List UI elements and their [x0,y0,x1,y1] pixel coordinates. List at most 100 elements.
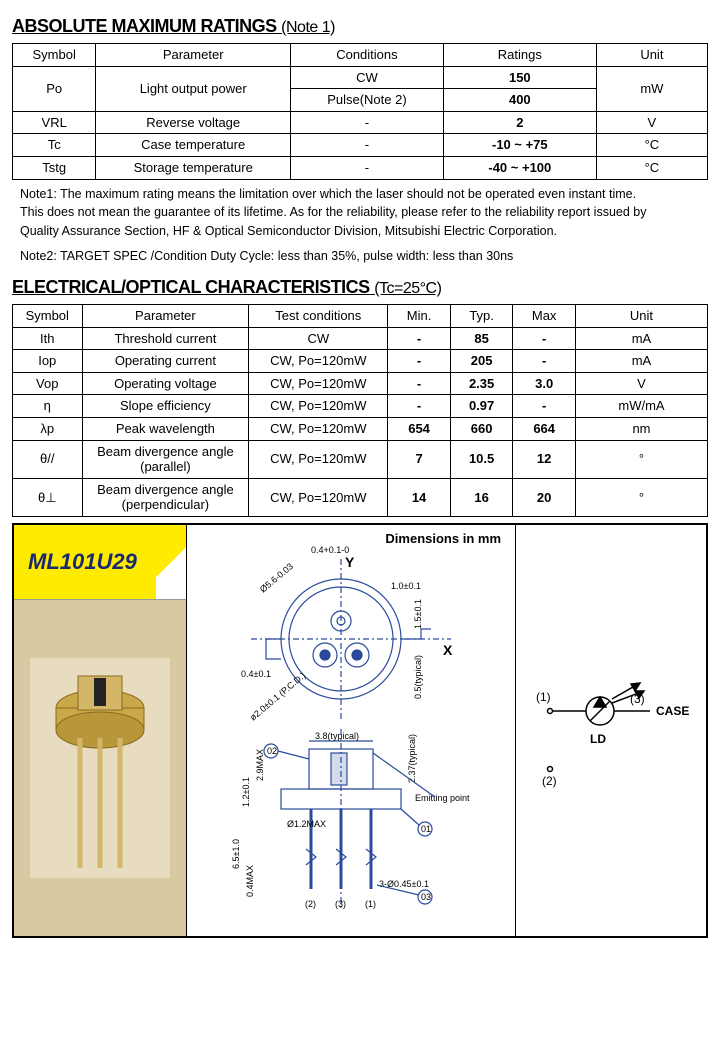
cell-unit: ° [575,478,707,516]
cell-unit: nm [575,418,707,441]
cell-cond: CW, Po=120mW [249,350,388,373]
table-row: IthThreshold currentCW-85-mA [13,327,708,350]
table-row: VRL Reverse voltage - 2 V [13,111,708,134]
col-min: Min. [388,305,451,328]
svg-text:(3): (3) [335,899,346,909]
cell-rating: -40 ~ +100 [443,156,596,179]
col-conditions: Conditions [290,44,443,67]
col-max: Max [513,305,576,328]
svg-text:2.37(typical): 2.37(typical) [407,734,417,783]
cell-unit: mA [575,350,707,373]
col-typ: Typ. [450,305,513,328]
elec-opt-title-text: ELECTRICAL/OPTICAL CHARACTERISTICS [12,277,370,297]
dimensions-title: Dimensions in mm [385,531,501,546]
svg-text:(3): (3) [630,692,645,706]
svg-text:0.4MAX: 0.4MAX [245,865,255,897]
cell-param: Peak wavelength [82,418,249,441]
elec-opt-title: ELECTRICAL/OPTICAL CHARACTERISTICS (Tc=2… [12,277,708,298]
svg-text:03: 03 [421,892,431,902]
cell-max: 3.0 [513,372,576,395]
cell-param: Beam divergence angle (perpendicular) [82,478,249,516]
cell-sym: λp [13,418,83,441]
figure-left-col: ML101U29 [14,525,187,936]
svg-text:02: 02 [267,746,277,756]
table-row: θ//Beam divergence angle (parallel)CW, P… [13,440,708,478]
cell-cond: - [290,134,443,157]
col-parameter: Parameter [96,44,291,67]
cell-cond: - [290,156,443,179]
col-parameter: Parameter [82,305,249,328]
cell-unit: °C [596,134,707,157]
pin-diagram: (1) (3) CASE LD (2) [516,525,706,936]
svg-text:01: 01 [421,824,431,834]
photo-svg [30,658,170,878]
table-header-row: Symbol Parameter Test conditions Min. Ty… [13,305,708,328]
svg-text:Emitting point: Emitting point [415,793,470,803]
elec-opt-table: Symbol Parameter Test conditions Min. Ty… [12,304,708,517]
svg-text:Ø1.2MAX: Ø1.2MAX [287,819,326,829]
svg-text:(1): (1) [365,899,376,909]
cell-typ: 0.97 [450,395,513,418]
cell-sym: θ⊥ [13,478,83,516]
cell-unit: V [596,111,707,134]
cell-symbol: Tstg [13,156,96,179]
cell-min: 654 [388,418,451,441]
abs-max-title: ABSOLUTE MAXIMUM RATINGS (Note 1) [12,16,708,37]
cell-min: - [388,372,451,395]
note1-line2: This does not mean the guarantee of its … [20,204,708,221]
svg-text:0.4+0.1-0: 0.4+0.1-0 [311,545,349,555]
cell-max: 664 [513,418,576,441]
cell-max: - [513,395,576,418]
svg-text:6.5±1.0: 6.5±1.0 [231,839,241,869]
mechanical-drawing: Dimensions in mm Y X 0.4+0.1- [187,525,516,936]
note1-line3: Quality Assurance Section, HF & Optical … [20,223,708,240]
table-header-row: Symbol Parameter Conditions Ratings Unit [13,44,708,67]
cell-rating: 400 [443,89,596,112]
svg-text:2.9MAX: 2.9MAX [255,749,265,781]
cell-typ: 16 [450,478,513,516]
abs-max-title-text: ABSOLUTE MAXIMUM RATINGS [12,16,277,36]
cell-unit: mW/mA [575,395,707,418]
cell-parameter: Case temperature [96,134,291,157]
cell-min: - [388,395,451,418]
cell-unit: mA [575,327,707,350]
cell-typ: 2.35 [450,372,513,395]
cell-typ: 85 [450,327,513,350]
svg-text:(2): (2) [305,899,316,909]
part-number-label: ML101U29 [14,525,186,600]
cell-cond: Pulse(Note 2) [290,89,443,112]
cell-parameter: Light output power [96,66,291,111]
svg-text:0.5(typical): 0.5(typical) [413,655,423,699]
cell-param: Operating current [82,350,249,373]
table-row: VopOperating voltageCW, Po=120mW-2.353.0… [13,372,708,395]
col-unit: Unit [575,305,707,328]
cell-max: 20 [513,478,576,516]
note2: Note2: TARGET SPEC /Condition Duty Cycle… [20,248,708,265]
abs-max-title-note: (Note 1) [281,19,335,36]
cell-parameter: Storage temperature [96,156,291,179]
col-unit: Unit [596,44,707,67]
cell-unit: °C [596,156,707,179]
cell-min: - [388,327,451,350]
svg-text:(1): (1) [536,690,551,704]
figure-box: ML101U29 Dimensions in mm [12,523,708,938]
abs-max-table: Symbol Parameter Conditions Ratings Unit… [12,43,708,180]
cell-cond: CW, Po=120mW [249,372,388,395]
cell-max: - [513,327,576,350]
cell-max: 12 [513,440,576,478]
cell-unit: ° [575,440,707,478]
col-test-cond: Test conditions [249,305,388,328]
table-row: λpPeak wavelengthCW, Po=120mW654660664nm [13,418,708,441]
cell-cond: - [290,111,443,134]
svg-text:Y: Y [345,554,355,570]
col-symbol: Symbol [13,44,96,67]
cell-sym: θ// [13,440,83,478]
table-row: Tstg Storage temperature - -40 ~ +100 °C [13,156,708,179]
svg-text:LD: LD [590,732,606,746]
cell-unit: V [575,372,707,395]
svg-text:1.0±0.1: 1.0±0.1 [391,581,421,591]
drawing-svg: Y X 0.4+0.1-0 Ø5.6-0.03 1.0±0.1 0.4±0.1 … [191,529,511,929]
cell-cond: CW, Po=120mW [249,478,388,516]
cell-rating: 150 [443,66,596,89]
notes-block: Note1: The maximum rating means the limi… [20,186,708,266]
